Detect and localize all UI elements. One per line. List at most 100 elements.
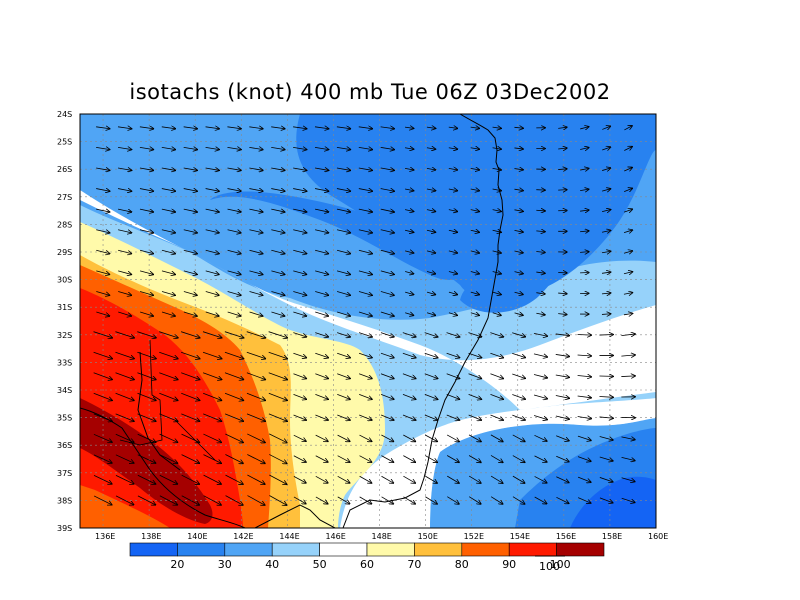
wind-vector [118,270,132,275]
wind-vector [137,392,156,400]
wind-vector [533,333,548,336]
wind-vector [448,251,458,253]
wind-vector [536,293,545,294]
wind-vector [492,189,502,191]
wind-vector [203,433,221,442]
wind-vector [424,394,438,399]
wind-vector [380,229,395,233]
wind-vector [447,496,459,504]
wind-vector [470,210,480,212]
colorbar: 20 30 40 50 60 70 80 90 100 [129,542,605,571]
wind-vector [599,456,613,461]
wind-vector [556,496,569,503]
wind-vector [268,372,288,380]
wind-vector [93,392,113,400]
wind-vector [224,372,244,380]
wind-vector [534,476,547,483]
wind-vector [227,147,241,149]
wind-vector [536,272,545,273]
wind-vector [533,353,548,357]
wind-vector [246,331,266,338]
wind-vector [599,497,613,503]
wind-vector [602,147,610,150]
wind-vector [336,291,350,295]
wind-vector [202,331,222,338]
wind-vector [227,311,241,316]
wind-vector [446,455,459,463]
wind-vector [577,456,591,462]
wind-vector [159,372,178,380]
wind-vector [623,230,633,233]
wind-vector [556,435,569,441]
wind-vector [183,127,198,129]
wind-vector [602,126,610,129]
wind-vector [621,355,635,356]
wind-vector [404,127,414,128]
wind-vector [512,496,525,504]
wind-vector [268,413,288,422]
wind-vector [93,495,112,505]
lat-tick-label: 35S [57,414,72,423]
wind-vector [181,495,200,505]
wind-vector [139,189,154,192]
coastline-south [254,504,336,528]
wind-vector [580,148,589,150]
wind-vector [446,352,460,358]
wind-vector [137,495,156,505]
colorbar-label: 40 [265,558,279,571]
wind-vector [380,189,395,192]
wind-vector [225,474,243,484]
wind-vector [470,168,480,170]
wind-vector [118,229,132,233]
wind-vector [183,229,198,233]
wind-vector [93,433,112,442]
wind-vector [96,127,110,129]
wind-vector [405,292,414,295]
wind-vector [315,475,328,483]
wind-vector [404,210,414,212]
wind-vector [139,249,154,253]
wind-vector [359,394,372,399]
wind-vector [623,293,633,295]
wind-vector [358,311,372,316]
wind-vector [205,127,220,129]
wind-vector [115,372,135,380]
wind-vector [314,168,329,170]
wind-vector [205,189,220,192]
wind-vector [470,148,480,149]
wind-vector [183,270,198,275]
wind-vector [183,209,198,212]
wind-vector [358,147,373,149]
wind-vector [577,396,592,398]
lat-tick-label: 34S [57,386,72,395]
wind-vector [203,495,222,505]
wind-vector [426,127,436,128]
wind-vector [96,168,110,170]
wind-vector [203,474,222,484]
wind-vector [293,168,307,170]
wind-vector [337,434,350,441]
wind-vector [159,351,178,359]
wind-vector [205,229,220,233]
wind-vector [337,373,350,379]
wind-vector [117,189,132,192]
wind-vector [492,148,502,149]
wind-vector [556,476,569,483]
wind-vector [183,147,198,149]
wind-vector [446,332,460,337]
wind-vector [358,168,373,170]
wind-vector [180,331,200,338]
lon-tick-label: 136E [95,532,115,541]
wind-vector [137,372,156,380]
wind-vector [337,496,350,504]
wind-vector [183,249,198,253]
wind-vector [448,292,458,295]
wind-vector [249,229,263,233]
wind-vector [358,189,373,192]
wind-vector [577,355,592,356]
wind-vector [183,291,197,295]
wind-vector [405,251,414,253]
wind-vector [293,373,306,379]
wind-vector [404,230,414,232]
